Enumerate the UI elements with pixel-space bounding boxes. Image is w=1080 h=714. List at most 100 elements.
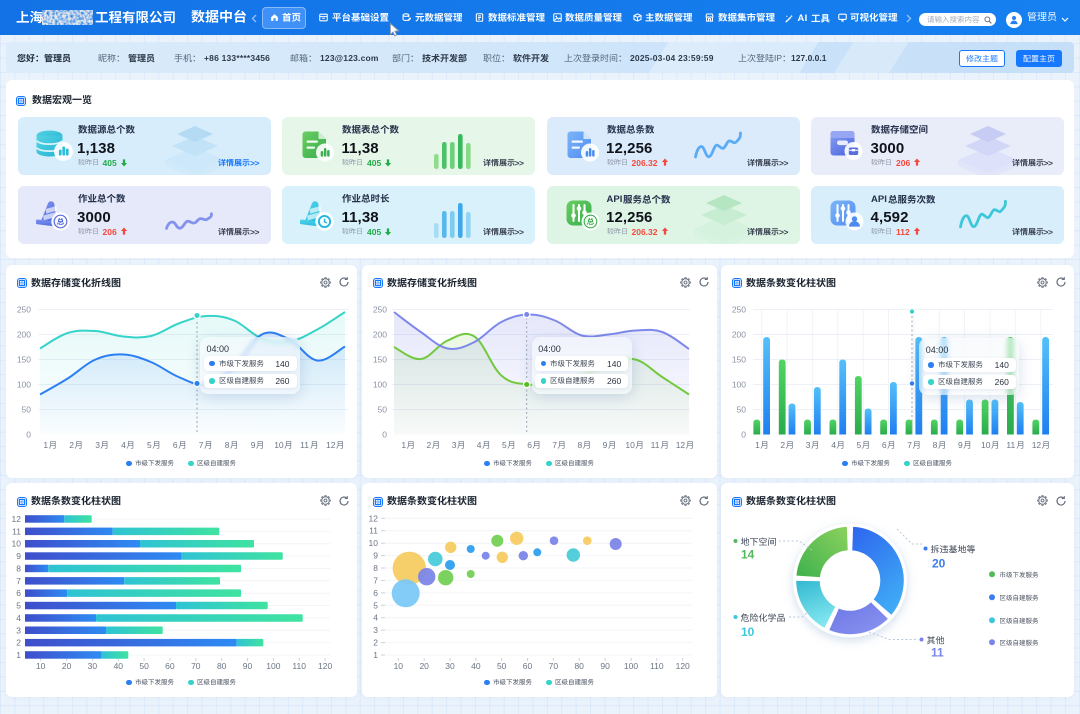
svg-text:200: 200 (17, 330, 31, 340)
svg-text:0: 0 (382, 430, 387, 440)
svg-text:60: 60 (165, 661, 175, 671)
svg-text:80: 80 (217, 661, 227, 671)
svg-text:7: 7 (907, 440, 912, 450)
svg-text:250: 250 (732, 305, 746, 315)
svg-text:5: 5 (857, 440, 862, 450)
svg-text:12: 12 (369, 513, 379, 523)
svg-text:110: 110 (650, 661, 664, 671)
svg-text:10: 10 (625, 440, 635, 450)
svg-text:100: 100 (624, 661, 638, 671)
svg-text:4: 4 (373, 613, 378, 623)
svg-text:70: 70 (549, 661, 559, 671)
svg-text:14: 14 (741, 548, 755, 562)
svg-text:2: 2 (69, 440, 74, 450)
svg-text:2: 2 (16, 638, 21, 648)
svg-text:3: 3 (16, 625, 21, 635)
svg-text:60: 60 (523, 661, 533, 671)
svg-text:3: 3 (452, 440, 457, 450)
svg-text:11: 11 (1006, 440, 1015, 450)
svg-text:3: 3 (806, 440, 811, 450)
svg-text:50: 50 (497, 661, 507, 671)
svg-text:1: 1 (373, 650, 378, 660)
svg-text:50: 50 (378, 405, 388, 415)
svg-text:10: 10 (741, 625, 755, 639)
svg-text:10: 10 (12, 539, 22, 549)
svg-text:90: 90 (243, 661, 253, 671)
svg-text:2: 2 (780, 440, 785, 450)
svg-text:100: 100 (732, 380, 746, 390)
svg-text:10: 10 (36, 661, 46, 671)
svg-text:10: 10 (394, 661, 404, 671)
svg-text:5: 5 (502, 440, 507, 450)
svg-text:200: 200 (373, 330, 387, 340)
svg-text:11: 11 (300, 440, 309, 450)
svg-text:50: 50 (22, 405, 32, 415)
svg-text:150: 150 (732, 355, 746, 365)
svg-text:6: 6 (373, 588, 378, 598)
svg-text:11: 11 (651, 440, 660, 450)
svg-text:80: 80 (574, 661, 584, 671)
svg-text:110: 110 (292, 661, 306, 671)
svg-text:9: 9 (373, 551, 378, 561)
svg-text:20: 20 (932, 557, 946, 571)
svg-text:50: 50 (737, 405, 747, 415)
svg-text:9: 9 (16, 551, 21, 561)
svg-text:7: 7 (373, 575, 378, 585)
svg-text:11: 11 (369, 526, 378, 536)
svg-text:4: 4 (477, 440, 482, 450)
svg-text:5: 5 (147, 440, 152, 450)
svg-text:8: 8 (933, 440, 938, 450)
svg-text:12: 12 (676, 440, 686, 450)
svg-text:120: 120 (318, 661, 332, 671)
svg-text:3: 3 (373, 625, 378, 635)
svg-text:200: 200 (732, 330, 746, 340)
svg-text:1: 1 (401, 440, 406, 450)
svg-text:30: 30 (88, 661, 98, 671)
svg-text:100: 100 (17, 380, 31, 390)
svg-text:7: 7 (16, 576, 21, 586)
svg-text:90: 90 (600, 661, 610, 671)
svg-text:10: 10 (981, 440, 991, 450)
svg-text:6: 6 (16, 588, 21, 598)
svg-text:10: 10 (274, 440, 284, 450)
svg-text:2: 2 (427, 440, 432, 450)
svg-text:150: 150 (17, 355, 31, 365)
svg-text:6: 6 (173, 440, 178, 450)
svg-text:250: 250 (373, 305, 387, 315)
svg-text:6: 6 (882, 440, 887, 450)
svg-text:0: 0 (741, 430, 746, 440)
svg-text:4: 4 (831, 440, 836, 450)
svg-text:4: 4 (16, 613, 21, 623)
svg-text:11: 11 (931, 646, 944, 660)
svg-text:12: 12 (1032, 440, 1042, 450)
svg-text:40: 40 (471, 661, 481, 671)
svg-text:3: 3 (95, 440, 100, 450)
svg-text:12: 12 (12, 514, 22, 524)
svg-text:8: 8 (16, 564, 21, 574)
svg-text:8: 8 (225, 440, 230, 450)
svg-text:1: 1 (755, 440, 760, 450)
svg-text:250: 250 (17, 305, 31, 315)
svg-text:5: 5 (373, 600, 378, 610)
svg-text:30: 30 (445, 661, 455, 671)
svg-text:100: 100 (373, 380, 387, 390)
svg-text:8: 8 (373, 563, 378, 573)
svg-text:2: 2 (373, 638, 378, 648)
svg-text:6: 6 (527, 440, 532, 450)
svg-text:1: 1 (43, 440, 48, 450)
svg-text:9: 9 (251, 440, 256, 450)
svg-text:150: 150 (373, 355, 387, 365)
svg-text:0: 0 (26, 430, 31, 440)
svg-text:10: 10 (369, 538, 379, 548)
svg-text:20: 20 (419, 661, 429, 671)
svg-text:50: 50 (139, 661, 149, 671)
svg-text:11: 11 (12, 526, 21, 536)
svg-text:7: 7 (199, 440, 204, 450)
svg-text:40: 40 (114, 661, 124, 671)
svg-text:4: 4 (121, 440, 126, 450)
svg-text:8: 8 (578, 440, 583, 450)
svg-text:12: 12 (326, 440, 336, 450)
svg-text:9: 9 (958, 440, 963, 450)
svg-text:5: 5 (16, 601, 21, 611)
svg-text:9: 9 (603, 440, 608, 450)
